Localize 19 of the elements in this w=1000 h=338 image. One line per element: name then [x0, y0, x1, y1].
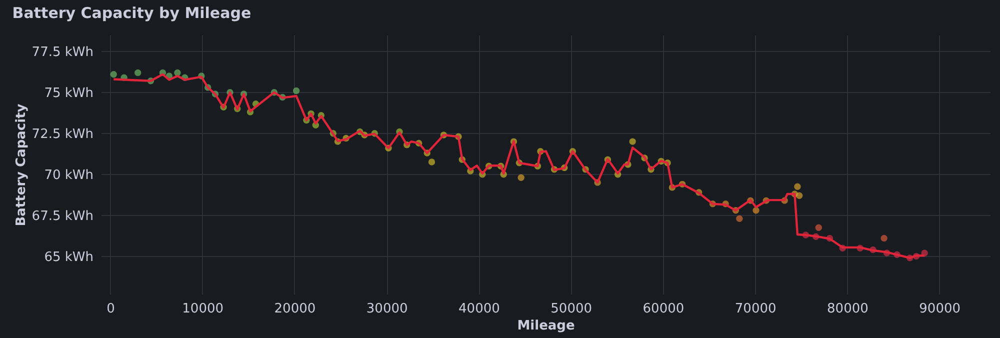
x-tick-label: 40000: [458, 302, 500, 316]
x-tick-label: 60000: [642, 302, 684, 316]
y-tick-label: 75 kWh: [44, 86, 94, 101]
y-axis-title: Battery Capacity: [14, 103, 29, 226]
y-tick-label: 70 kWh: [44, 168, 94, 183]
y-tick-label: 77.5 kWh: [32, 44, 94, 60]
chart-title: Battery Capacity by Mileage: [12, 4, 252, 22]
y-tick-label: 65 kWh: [44, 250, 94, 265]
x-tick-label: 20000: [274, 302, 316, 316]
x-tick-label: 10000: [182, 302, 224, 316]
x-tick-label: 80000: [827, 302, 868, 316]
x-tick-label: 30000: [366, 302, 408, 316]
x-tick-label: 0: [106, 302, 115, 316]
y-tick-label: 67.5 kWh: [32, 208, 94, 224]
y-tick-label: 72.5 kWh: [32, 126, 94, 142]
x-tick-label: 90000: [919, 302, 961, 316]
x-tick-label: 50000: [550, 302, 592, 316]
x-tick-label: 70000: [734, 302, 776, 316]
x-axis-title: Mileage: [517, 318, 575, 334]
